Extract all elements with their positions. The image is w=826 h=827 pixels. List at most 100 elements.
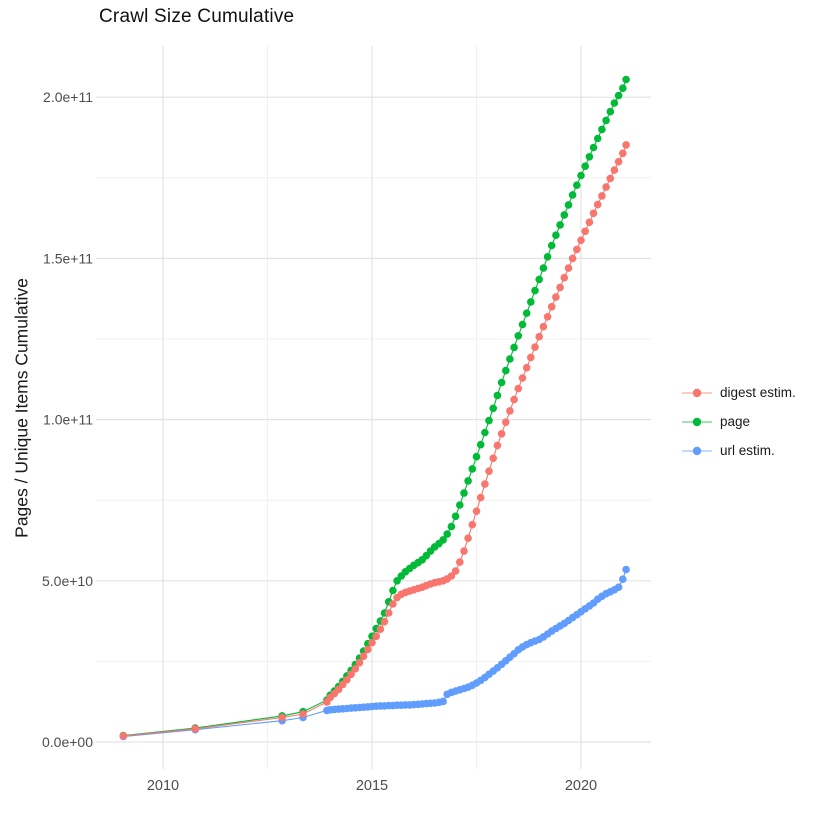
data-point xyxy=(493,391,502,400)
data-point xyxy=(622,565,630,574)
data-point xyxy=(299,710,307,718)
data-point xyxy=(372,632,381,641)
legend-key-icon xyxy=(682,417,712,426)
data-point xyxy=(547,303,556,311)
data-point xyxy=(522,309,531,318)
data-point xyxy=(619,575,627,583)
data-point xyxy=(468,465,477,473)
data-point xyxy=(589,143,598,152)
data-point xyxy=(439,697,447,706)
legend-label: page xyxy=(720,414,751,429)
data-point xyxy=(560,211,569,219)
data-point xyxy=(619,149,627,158)
data-point xyxy=(497,378,506,387)
data-point xyxy=(527,353,535,362)
y-tick-label: 1.0e+11 xyxy=(43,412,93,428)
data-point xyxy=(564,264,573,272)
data-point xyxy=(368,638,376,647)
data-point xyxy=(552,293,560,301)
data-point xyxy=(552,231,560,239)
data-point xyxy=(456,558,464,566)
axis-tick-labels: 0.0e+00 5.0e+10 1.0e+11 1.5e+11 2.0e+11 2010 2… xyxy=(42,89,597,794)
series-digest-estim- xyxy=(119,141,630,740)
data-point xyxy=(531,286,539,295)
data-point xyxy=(531,343,539,351)
data-point xyxy=(460,547,468,555)
series-url-estim- xyxy=(119,565,630,741)
data-point xyxy=(351,665,360,673)
data-point xyxy=(493,441,502,450)
data-point xyxy=(598,125,606,134)
data-point xyxy=(389,600,397,608)
data-point xyxy=(581,227,589,236)
data-point xyxy=(456,501,464,509)
data-point xyxy=(577,171,585,180)
legend-key-icon xyxy=(682,446,712,455)
data-point xyxy=(510,395,518,404)
data-point xyxy=(485,416,493,425)
data-point xyxy=(535,275,543,284)
y-tick-label: 0.0e+00 xyxy=(42,734,93,750)
data-point xyxy=(573,245,581,254)
data-point xyxy=(502,366,510,375)
legend-item-url-estim-: url estim. xyxy=(681,436,796,465)
data-point xyxy=(585,153,594,161)
data-point xyxy=(384,609,393,617)
data-point xyxy=(593,134,602,143)
data-point xyxy=(568,254,577,263)
data-point xyxy=(506,407,514,415)
data-point xyxy=(476,493,485,502)
data-point xyxy=(460,489,468,497)
data-point xyxy=(547,241,556,250)
data-point xyxy=(556,283,564,292)
data-point xyxy=(472,452,481,461)
data-point xyxy=(614,157,623,166)
x-tick-label: 2015 xyxy=(356,778,388,794)
data-point xyxy=(602,116,610,125)
data-point xyxy=(518,374,527,382)
data-point xyxy=(451,512,460,521)
data-point xyxy=(451,567,460,575)
data-point xyxy=(364,645,372,654)
y-tick-label: 1.5e+11 xyxy=(43,250,93,266)
data-point xyxy=(593,200,602,209)
data-point xyxy=(568,191,577,199)
legend-key-icon xyxy=(682,388,712,397)
data-point xyxy=(464,477,472,485)
data-point xyxy=(355,658,364,667)
data-point xyxy=(376,625,385,633)
legend-item-digest-estim-: digest estim. xyxy=(681,378,796,407)
data-point xyxy=(577,236,585,245)
data-point xyxy=(539,322,548,331)
data-point xyxy=(476,440,485,449)
y-tick-label: 5.0e+10 xyxy=(42,573,93,589)
data-point xyxy=(359,652,368,660)
legend-label: digest estim. xyxy=(720,385,796,400)
data-point xyxy=(581,162,589,170)
data-point xyxy=(543,252,552,261)
data-point xyxy=(564,201,573,209)
data-point xyxy=(614,583,623,591)
data-point xyxy=(489,454,498,463)
data-point xyxy=(489,404,498,413)
data-point xyxy=(527,298,535,306)
data-point xyxy=(560,273,569,282)
data-point xyxy=(506,355,514,363)
data-point xyxy=(510,343,518,352)
legend-label: url estim. xyxy=(720,443,775,458)
data-point xyxy=(614,91,623,100)
data-point xyxy=(556,221,564,229)
data-point xyxy=(472,507,481,515)
data-point xyxy=(602,183,610,191)
data-point xyxy=(539,264,548,272)
data-point xyxy=(119,732,128,740)
data-point xyxy=(585,218,594,227)
data-point xyxy=(514,384,523,393)
data-point xyxy=(485,467,493,476)
data-point xyxy=(447,522,456,531)
data-point xyxy=(610,166,619,174)
x-tick-label: 2020 xyxy=(565,778,597,794)
data-point xyxy=(619,84,627,92)
data-point xyxy=(468,520,477,529)
